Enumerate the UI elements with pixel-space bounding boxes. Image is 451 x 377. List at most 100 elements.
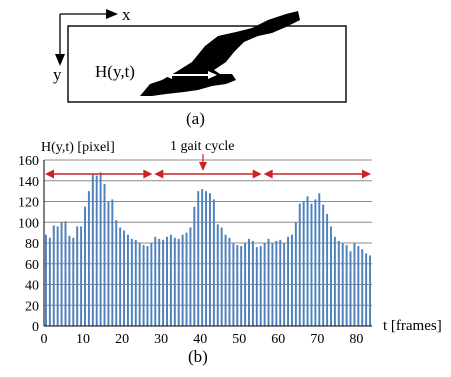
bar [263,243,266,326]
axis-x-label: x [122,5,131,24]
measure-arrow-right-head [208,71,217,79]
bar [189,227,192,326]
annotation-pointer-head [199,162,207,171]
x-axis-arrow-head [106,9,118,19]
bar [60,222,63,326]
bar [361,249,364,326]
bar [236,245,239,326]
bar [52,225,55,326]
bar [208,193,211,326]
bar [279,239,282,326]
bar [322,204,325,326]
bar [259,246,262,326]
bar [146,246,149,326]
bar [333,236,336,326]
bar [251,240,254,326]
bar [271,243,274,326]
axis-y-label: y [53,65,62,84]
caption-a: (a) [186,109,205,128]
bar [154,236,157,326]
measure-label: H(y,t) [95,62,135,81]
bar [150,243,153,326]
gait-cycle-arrow-head-left [45,169,54,179]
bar [115,220,118,326]
y-tick-label: 100 [18,216,39,231]
bar [193,206,196,326]
bar [232,243,235,326]
gait-cycle-arrow-head-left [154,169,164,179]
gait-cycle-annotation: 1 gait cycle [170,139,235,154]
bar [130,238,133,326]
bar [91,173,94,326]
bar [44,234,47,326]
x-tick-label: 10 [76,332,90,347]
gait-cycle-arrows [45,169,371,179]
caption-b: (b) [188,347,208,366]
bar [224,234,227,326]
y-tick-label: 40 [25,279,39,294]
y-tick-label: 160 [18,154,39,169]
bar [330,226,332,326]
x-tick-label: 30 [154,332,168,347]
axes: 0 20 40 60 80 100 120 140 160 0 10 20 30 40 50 60 70 80 [18,154,372,347]
measure-arrow-left-head [163,71,172,79]
bar [48,237,51,326]
x-tick-label: 40 [193,332,207,347]
bar [68,235,71,326]
gait-cycle-arrow-head-right [362,169,371,179]
bar [158,238,161,326]
x-tick-label: 0 [41,332,48,347]
bar [228,237,231,326]
bar [111,199,114,326]
bar [318,193,321,326]
bar [337,240,340,326]
bar [76,226,79,326]
bar [126,234,129,326]
bar [185,232,188,326]
bars [44,172,372,326]
y-tick-label: 140 [18,175,39,190]
bar [349,251,352,326]
bar [326,213,329,326]
x-tick-label: 80 [349,332,363,347]
bar [103,183,106,326]
bar [134,239,137,326]
x-tick-label: 70 [310,332,324,347]
gait-cycle-arrow-head-right [252,169,262,179]
gait-cycle-arrow-head-left [263,169,273,179]
panel-b-chart: 0 20 40 60 80 100 120 140 160 0 10 20 30 40 50 60 70 80 H… [18,139,442,366]
bar [298,203,301,326]
bar [341,243,344,326]
bar [197,191,200,326]
bar [365,253,368,326]
gait-cycle-arrow-head-right [143,169,153,179]
x-tick-label: 50 [232,332,246,347]
bar [240,246,243,326]
bar [99,172,102,326]
x-axis-label: t [frames] [383,318,442,334]
bar [345,245,348,326]
bar [287,236,290,326]
bar [64,221,67,326]
bar [56,226,59,326]
x-tick-label: 20 [115,332,129,347]
bar [244,243,247,326]
bar [216,224,219,326]
bar [107,201,110,326]
bar [87,191,90,326]
bar [138,243,141,326]
bar [275,240,278,326]
x-tick-label: 60 [271,332,285,347]
bar [84,206,86,326]
y-axis-label: H(y,t) [pixel] [41,140,115,155]
y-tick-label: 60 [25,258,39,273]
bar [142,245,145,326]
bar [205,191,208,326]
bar [220,227,223,326]
bar [80,226,83,326]
grid [44,159,372,306]
bar [255,247,258,326]
y-tick-label: 0 [32,320,39,335]
bar [201,189,204,326]
